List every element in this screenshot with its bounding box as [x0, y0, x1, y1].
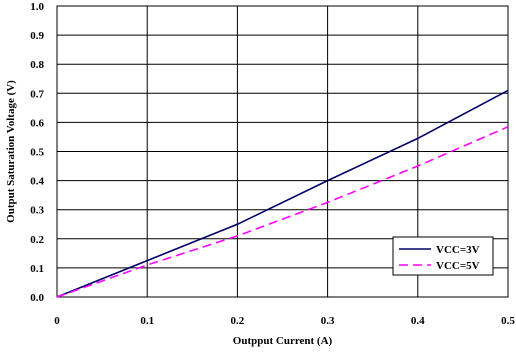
y-tick-label: 0.0 [30, 292, 44, 304]
x-tick-label: 0 [54, 315, 60, 327]
y-axis-title: Output Saturation Voltage (V) [5, 80, 17, 223]
x-tick-label: 0.1 [140, 315, 154, 327]
x-tick-label: 0.4 [411, 315, 425, 327]
x-axis-title: Outpput Current (A) [233, 335, 333, 347]
y-tick-label: 1.0 [30, 1, 44, 13]
y-tick-label: 0.7 [30, 88, 44, 100]
x-axis-ticks: 0 0.1 0.2 0.3 0.4 0.5 [54, 315, 515, 327]
y-axis-ticks: 0.0 0.1 0.2 0.3 0.4 0.5 0.6 0.7 0.8 0.9 1.0 [30, 1, 44, 304]
legend-label-vcc-5v: VCC=5V [436, 260, 480, 272]
y-tick-label: 0.1 [30, 263, 44, 275]
y-tick-label: 0.5 [30, 147, 44, 159]
y-tick-label: 0.9 [30, 30, 44, 42]
y-tick-label: 0.3 [30, 205, 44, 217]
y-tick-label: 0.2 [30, 234, 44, 246]
x-tick-label: 0.2 [231, 315, 245, 327]
legend: VCC=3V VCC=5V [393, 237, 493, 275]
y-tick-label: 0.8 [30, 59, 44, 71]
y-tick-label: 0.4 [30, 176, 44, 188]
x-tick-label: 0.5 [501, 315, 515, 327]
y-tick-label: 0.6 [30, 117, 44, 129]
legend-label-vcc-3v: VCC=3V [436, 244, 480, 256]
x-tick-label: 0.3 [321, 315, 335, 327]
